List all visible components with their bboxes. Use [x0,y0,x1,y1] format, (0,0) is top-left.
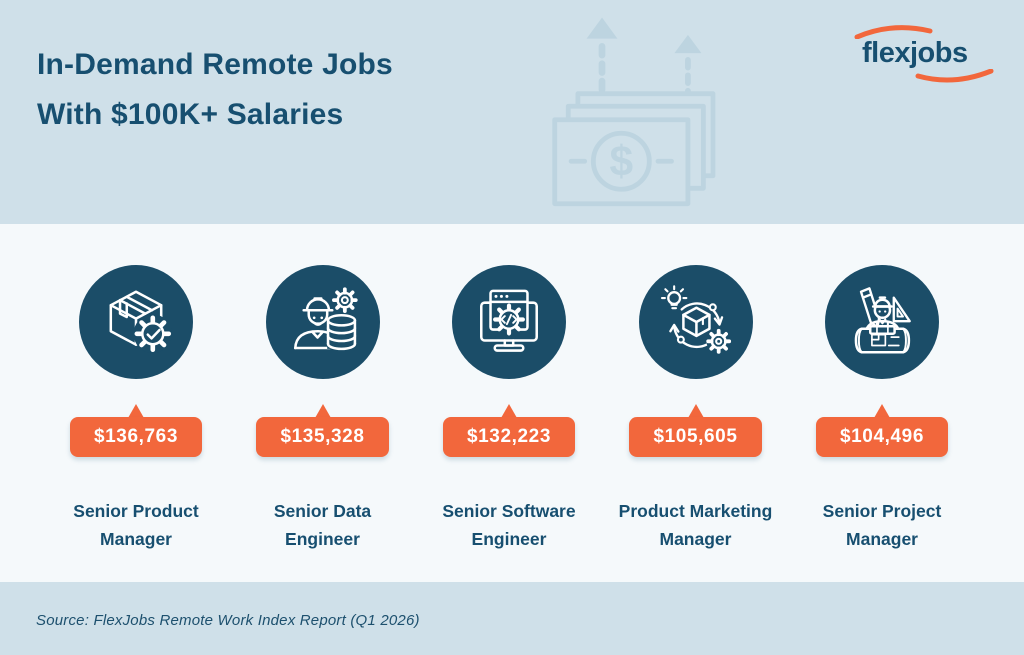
monitor-code-gear-icon [480,289,538,352]
job-title-line2: Engineer [471,529,547,549]
job-card: $136,763 Senior Product Manager [44,265,228,582]
job-card: $132,223 Senior Software Engineer [417,265,601,582]
badge-pointer-icon [314,404,331,418]
icon-circle [265,265,380,379]
salary-value: $135,328 [256,417,389,457]
flexjobs-logo: flexjobs [854,22,994,86]
job-title-line2: Manager [846,529,918,549]
logo-text: flexjobs [862,37,968,69]
architect-blueprint-tools-icon [854,287,911,354]
salary-value: $105,605 [629,417,762,457]
salary-value: $104,496 [815,417,949,457]
money-bills-rising-arrows-icon: $ [552,17,716,207]
job-title-line2: Manager [659,529,732,549]
icon-circle [638,265,753,379]
page-title: In-Demand Remote Jobs With $100K+ Salari… [37,40,393,140]
logo-top-swoosh-icon [854,25,933,39]
svg-text:$: $ [610,138,634,185]
page-title-line2: With $100K+ Salaries [37,98,344,131]
icon-circle [452,265,566,379]
job-title: Senior Project Manager [823,497,942,553]
page-title-line1: In-Demand Remote Jobs [37,48,393,81]
salary-value: $132,223 [442,417,576,457]
job-title: Senior Software Engineer [442,497,575,553]
source-text: Source: FlexJobs Remote Work Index Repor… [36,612,420,629]
job-card: $104,496 Senior Project Manager [790,265,974,582]
badge-pointer-icon [874,404,890,418]
salary-badge: $105,605 [629,404,762,457]
job-title-line2: Manager [100,529,172,549]
job-title-line1: Senior Software [442,501,576,521]
header-band: In-Demand Remote Jobs With $100K+ Salari… [0,0,1024,224]
badge-pointer-icon [501,404,517,418]
job-title-line1: Senior Project [822,501,942,521]
salary-value: $136,763 [69,417,203,457]
job-title-line1: Senior Data [273,501,372,521]
salary-badge: $132,223 [442,404,576,457]
job-title-line1: Senior Product [73,501,199,521]
footer-band: Source: FlexJobs Remote Work Index Repor… [0,582,1024,655]
salary-badge: $135,328 [256,404,389,457]
job-title: Product Marketing Manager [619,497,773,553]
package-gear-check-icon [109,290,173,354]
product-cycle-idea-gear-icon [660,285,731,354]
badge-pointer-icon [687,404,704,418]
job-title-line2: Engineer [285,529,360,549]
icon-circle [825,265,939,379]
engineer-hardhat-database-icon [293,287,358,351]
icon-circle [79,265,193,379]
salary-badge: $136,763 [69,404,203,457]
job-title: Senior Data Engineer [274,497,371,553]
job-title-line1: Product Marketing [618,501,773,521]
badge-pointer-icon [128,404,144,418]
logo-bottom-swoosh-icon [915,69,994,83]
jobs-row: $136,763 Senior Product Manager [0,224,1024,582]
job-title: Senior Product Manager [73,497,198,553]
job-card: $105,605 Product Marketing Manager [604,265,788,582]
salary-badge: $104,496 [815,404,949,457]
job-card: $135,328 Senior Data Engineer [231,265,415,582]
